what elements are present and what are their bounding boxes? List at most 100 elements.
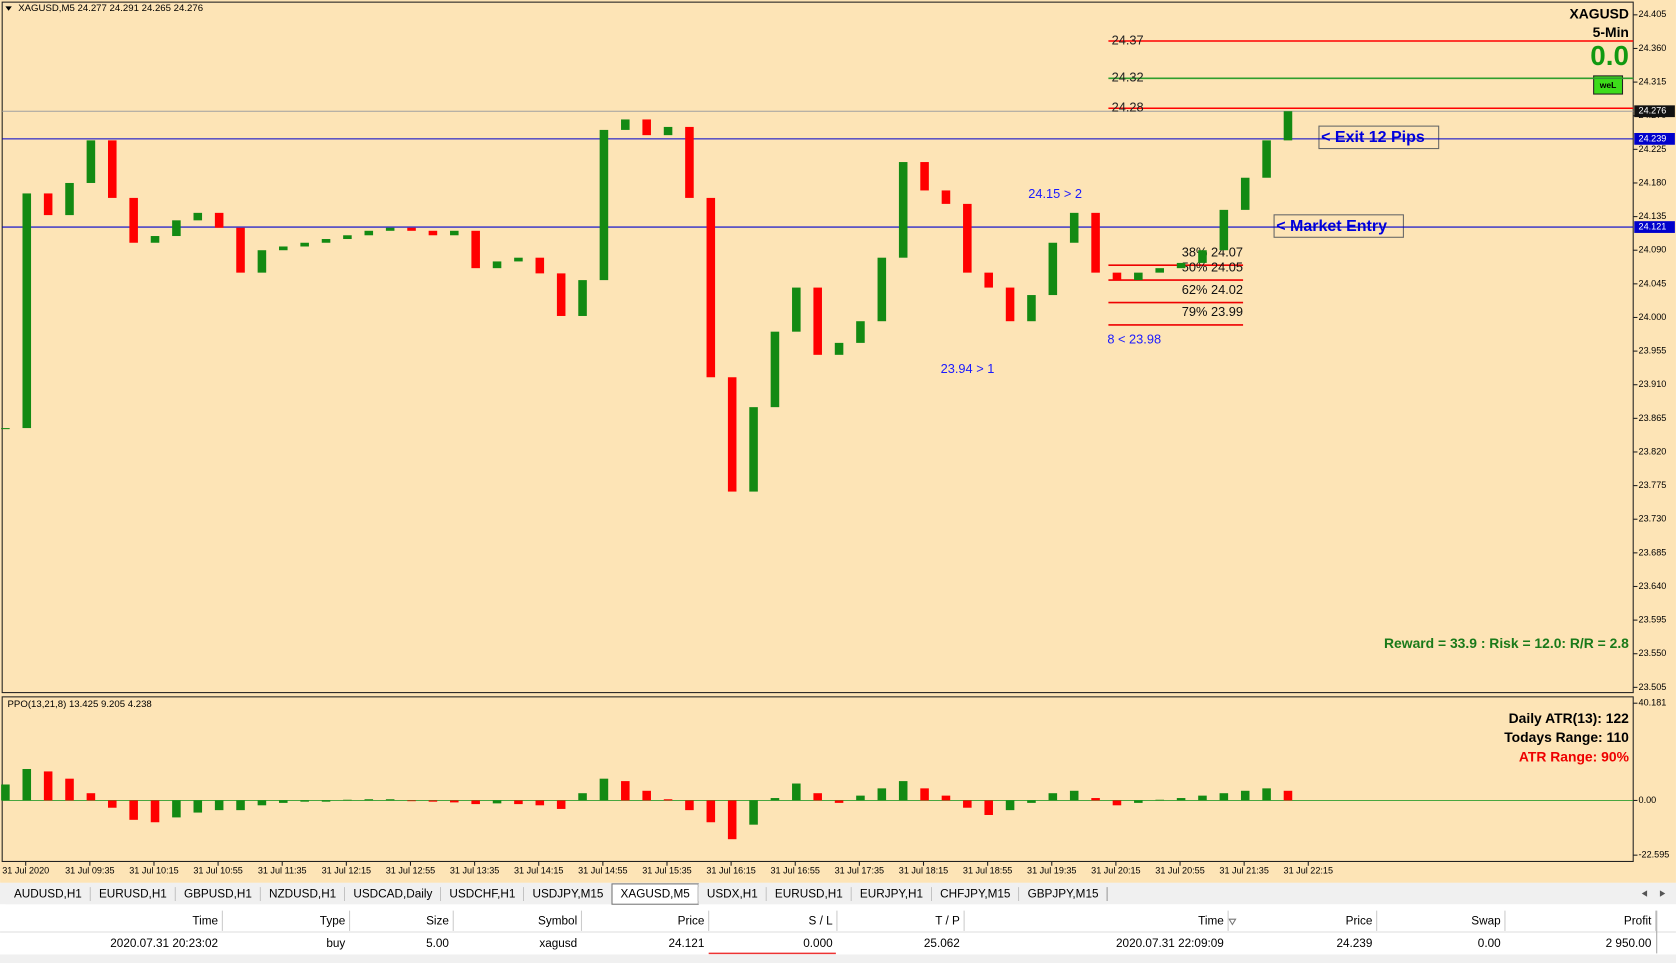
x-tick-label: 31 Jul 20:15 — [1091, 865, 1140, 875]
candle — [514, 257, 523, 262]
tab[interactable]: EURUSD,H1 — [766, 883, 852, 905]
candle — [749, 407, 758, 492]
x-tick-label: 31 Jul 11:35 — [258, 865, 307, 875]
candle — [43, 193, 53, 216]
histogram-bar — [1240, 790, 1250, 801]
candle — [898, 162, 908, 258]
tab-label[interactable]: USDX,H1 — [707, 888, 758, 901]
column-header[interactable]: Profit — [1624, 914, 1652, 927]
histogram-bar — [343, 799, 352, 801]
tab[interactable]: EURJPY,H1 — [851, 883, 933, 905]
tab-label[interactable]: EURJPY,H1 — [860, 888, 923, 901]
candle — [770, 331, 780, 408]
tab[interactable]: NZDUSD,H1 — [260, 883, 346, 905]
tab-label[interactable]: AUDUSD,H1 — [14, 888, 82, 901]
tab[interactable]: USDX,H1 — [698, 883, 767, 905]
x-tick-label: 31 Jul 2020 — [2, 865, 49, 875]
histogram-bar — [65, 778, 74, 801]
tab-label[interactable]: EURUSD,H1 — [775, 888, 843, 901]
fib-label: 50% 24.05 — [1182, 260, 1243, 275]
column-header[interactable]: Time — [1198, 914, 1224, 927]
column-header[interactable]: T / P — [935, 914, 960, 927]
histogram-bar — [599, 778, 609, 801]
candle — [877, 257, 887, 322]
candle — [727, 377, 737, 492]
tab[interactable]: GBPUSD,H1 — [175, 883, 261, 905]
column-header[interactable]: Price — [678, 914, 705, 927]
tab-label[interactable]: GBPJPY,M15 — [1028, 888, 1099, 901]
tab[interactable]: USDJPY,M15 — [523, 883, 613, 905]
column-header[interactable]: Time — [192, 914, 218, 927]
histogram-bar — [920, 788, 929, 801]
candle — [706, 197, 716, 378]
tab[interactable]: CHFJPY,M15 — [931, 883, 1020, 905]
tab[interactable]: USDCAD,Daily — [344, 883, 442, 905]
tab-label[interactable]: GBPUSD,H1 — [184, 888, 252, 901]
candle — [1, 428, 10, 430]
candle — [279, 246, 288, 251]
x-tick-label: 31 Jul 10:55 — [193, 865, 242, 875]
menu-icon — [5, 6, 12, 11]
tab[interactable]: USDCHF,H1 — [440, 883, 525, 905]
tab-background — [766, 883, 852, 905]
candle — [792, 287, 801, 332]
tab-label[interactable]: USDCHF,H1 — [449, 888, 515, 901]
badge: weL — [1599, 80, 1617, 90]
y-tick-label: 24.135 — [1639, 211, 1667, 221]
tab-background — [698, 883, 767, 905]
column-header[interactable]: Size — [426, 914, 449, 927]
sort-icon — [1228, 918, 1237, 926]
y-tick-label: 24.225 — [1639, 144, 1667, 154]
tab[interactable]: XAGUSD,M5 — [611, 883, 699, 905]
column-header[interactable]: S / L — [808, 914, 833, 927]
candle — [129, 197, 138, 243]
y-tick-label: 23.910 — [1639, 379, 1667, 389]
level-label: 24.37 — [1112, 32, 1144, 47]
tab-background — [523, 883, 613, 905]
cell: 2020.07.31 22:09:09 — [1116, 937, 1224, 950]
fib-label: 38% 24.07 — [1182, 245, 1243, 260]
y-tick-label: 24.360 — [1639, 43, 1667, 53]
tab-background — [851, 883, 932, 905]
candle — [685, 126, 694, 198]
candle — [450, 230, 459, 236]
candle — [65, 182, 74, 216]
x-tick-label: 31 Jul 19:35 — [1027, 865, 1076, 875]
column-header[interactable]: Type — [320, 914, 346, 927]
symbol-info: XAGUSD,M5 24.277 24.291 24.265 24.276 — [18, 3, 203, 14]
tab-label[interactable]: NZDUSD,H1 — [269, 888, 336, 901]
histogram-bar — [492, 800, 502, 804]
annotation: 8 < 23.98 — [1107, 331, 1161, 346]
column-header[interactable]: Price — [1346, 914, 1373, 927]
y-tick-label: 23.550 — [1639, 648, 1667, 658]
tab-label[interactable]: USDCAD,Daily — [353, 888, 432, 901]
cell: 24.239 — [1336, 937, 1372, 950]
column-header[interactable]: Symbol — [538, 914, 577, 927]
candle — [1112, 272, 1122, 281]
column-header[interactable]: Swap — [1471, 914, 1501, 927]
exit-box — [1318, 125, 1440, 150]
candle — [1262, 140, 1271, 178]
y-tick-label: 24.090 — [1639, 245, 1667, 255]
tab-scroll[interactable] — [1641, 890, 1666, 897]
tab-label[interactable]: USDJPY,M15 — [532, 888, 603, 901]
tab-label[interactable]: XAGUSD,M5 — [621, 888, 691, 901]
y-tick-label: 23.640 — [1639, 581, 1667, 591]
atr-range: ATR Range: 90% — [1519, 748, 1629, 764]
y-tick-label: 0.00 — [1639, 795, 1657, 805]
tab-label[interactable]: CHFJPY,M15 — [940, 888, 1011, 901]
y-tick-label: 23.865 — [1639, 413, 1667, 423]
tab[interactable]: AUDUSD,H1 — [5, 883, 91, 905]
candle — [172, 220, 181, 237]
tab[interactable]: GBPJPY,M15 — [1019, 883, 1108, 905]
candle — [385, 227, 395, 231]
tab-label[interactable]: EURUSD,H1 — [99, 888, 167, 901]
price-tag — [1634, 221, 1675, 233]
candle — [364, 230, 374, 236]
candle — [492, 261, 502, 269]
histogram-bar — [214, 800, 224, 811]
tab[interactable]: EURUSD,H1 — [90, 883, 176, 905]
histogram-bar — [984, 800, 993, 815]
y-tick-label: 23.730 — [1639, 514, 1667, 524]
